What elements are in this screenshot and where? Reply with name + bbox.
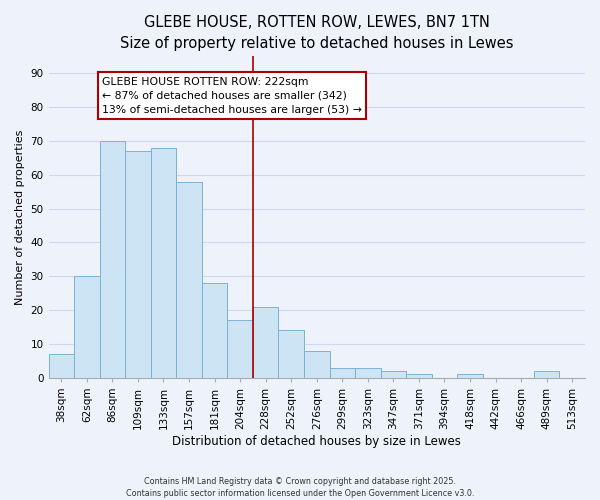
Bar [227,320,253,378]
Bar [304,350,329,378]
Bar [457,374,483,378]
Bar [380,371,406,378]
Bar [253,306,278,378]
Bar [406,374,432,378]
Bar [49,354,74,378]
Bar [74,276,100,378]
Text: Contains HM Land Registry data © Crown copyright and database right 2025.
Contai: Contains HM Land Registry data © Crown c… [126,476,474,498]
Bar [534,371,559,378]
Bar [151,148,176,378]
Bar [202,283,227,378]
Bar [176,182,202,378]
Bar [278,330,304,378]
Bar [329,368,355,378]
Bar [355,368,380,378]
Bar [125,151,151,378]
Y-axis label: Number of detached properties: Number of detached properties [15,130,25,304]
Title: GLEBE HOUSE, ROTTEN ROW, LEWES, BN7 1TN
Size of property relative to detached ho: GLEBE HOUSE, ROTTEN ROW, LEWES, BN7 1TN … [120,15,514,51]
X-axis label: Distribution of detached houses by size in Lewes: Distribution of detached houses by size … [172,434,461,448]
Bar [100,141,125,378]
Text: GLEBE HOUSE ROTTEN ROW: 222sqm
← 87% of detached houses are smaller (342)
13% of: GLEBE HOUSE ROTTEN ROW: 222sqm ← 87% of … [102,76,362,114]
